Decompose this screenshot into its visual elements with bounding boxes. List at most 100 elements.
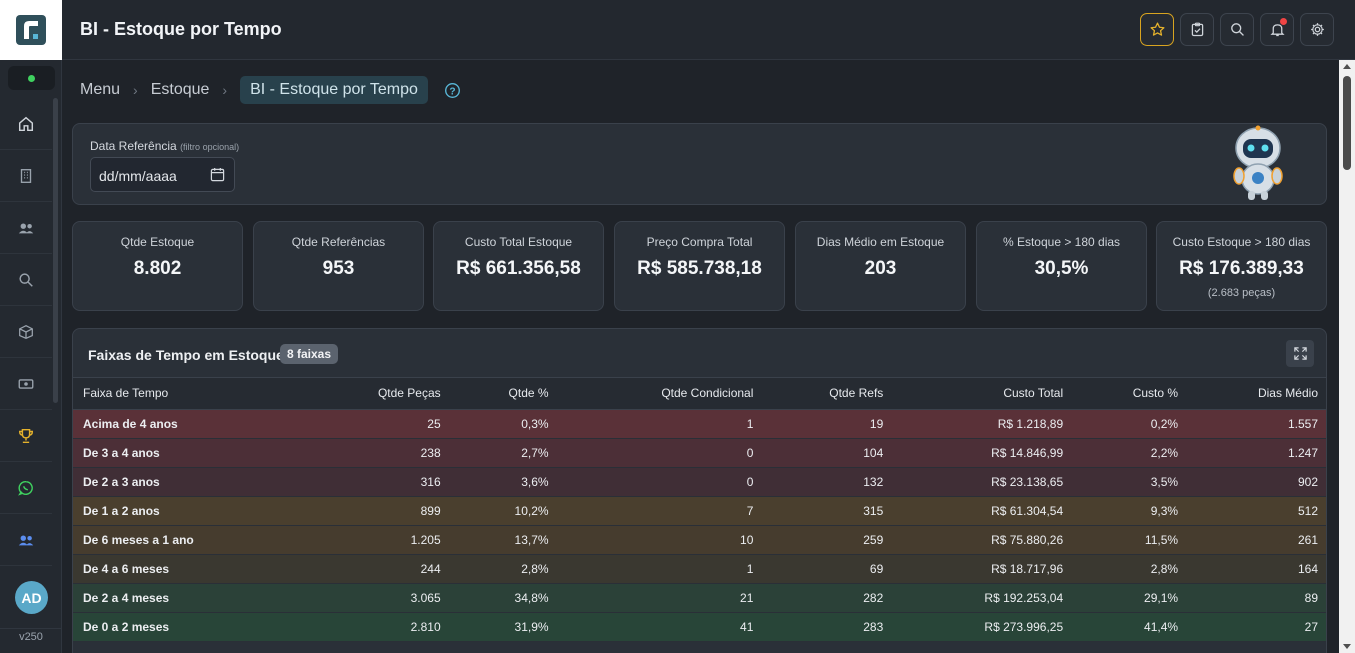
table-row[interactable]: De 2 a 4 meses 3.065 34,8% 21 282 R$ 192.253,… (73, 583, 1326, 613)
table-cell: R$ 61.304,54 (893, 496, 1074, 526)
sidebar-item-search[interactable] (0, 254, 52, 306)
table-cell: 1.557 (1188, 409, 1326, 439)
main-content: Menu › Estoque › BI - Estoque por Tempo … (62, 60, 1339, 653)
cash-icon (18, 378, 34, 389)
kpi-value: R$ 661.356,58 (456, 258, 581, 279)
expand-icon (1293, 347, 1307, 360)
column-header[interactable]: Faixa de Tempo (73, 378, 303, 410)
table-title: Faixas de Tempo em Estoque (88, 347, 284, 363)
table-header-row: Faixa de Tempo Qtde Peças Qtde % Qtde Condi… (73, 378, 1326, 410)
column-header[interactable]: Custo % (1073, 378, 1189, 410)
table-row[interactable]: De 0 a 2 meses 2.810 31,9% 41 283 R$ 273.996,… (73, 612, 1326, 642)
notifications-button[interactable] (1260, 13, 1294, 46)
table-row[interactable]: De 2 a 3 anos 316 3,6% 0 132 R$ 23.138,65 3,5%… (73, 467, 1326, 497)
breadcrumb: Menu › Estoque › BI - Estoque por Tempo … (80, 76, 461, 104)
search-button[interactable] (1220, 13, 1254, 46)
filter-card: Data Referência (filtro opcional) dd/mm/… (72, 123, 1327, 205)
logo-icon (16, 15, 46, 45)
search-icon (19, 272, 33, 287)
kpi-label: Qtde Referências (291, 235, 386, 249)
column-header[interactable]: Qtde Peças (302, 378, 451, 410)
sidebar-item-team[interactable] (0, 514, 52, 566)
sidebar-item-building[interactable] (0, 150, 52, 202)
app-logo[interactable] (0, 0, 62, 60)
favorite-button[interactable] (1140, 13, 1174, 46)
users-icon (18, 223, 34, 233)
table-cell: De 4 a 6 meses (73, 554, 303, 584)
avatar[interactable]: AD (15, 581, 48, 614)
kpi-card: Custo Total Estoque R$ 661.356,58 (433, 221, 604, 311)
sidebar-nav (0, 98, 52, 566)
kpi-value: 953 (322, 258, 355, 279)
top-header: BI - Estoque por Tempo (62, 0, 1355, 60)
sidebar-item-home[interactable] (0, 98, 52, 150)
table-cell: R$ 273.996,25 (893, 612, 1074, 642)
range-count-badge: 8 faixas (280, 344, 339, 364)
kpi-label: Custo Total Estoque (464, 235, 573, 249)
table-cell: 3,6% (450, 467, 559, 497)
kpi-card: Qtde Referências 953 (253, 221, 424, 311)
breadcrumb-item-menu[interactable]: Menu (80, 81, 121, 98)
table-cell: 21 (558, 583, 764, 613)
sidebar-item-cash[interactable] (0, 358, 52, 410)
table-cell: 25 (302, 409, 451, 439)
table-cell: 283 (763, 612, 894, 642)
kpi-subtext: (2.683 peças) (1207, 287, 1276, 299)
table-cell: 1 (558, 409, 764, 439)
table-cell: 2.810 (302, 612, 451, 642)
column-header[interactable]: Qtde Condicional (558, 378, 764, 410)
kpi-value: R$ 176.389,33 (1179, 258, 1304, 279)
table-row[interactable]: De 1 a 2 anos 899 10,2% 7 315 R$ 61.304,54 9,3… (73, 496, 1326, 526)
scroll-down-arrow-icon[interactable] (1343, 644, 1351, 649)
kpi-label: % Estoque > 180 dias (1002, 235, 1121, 249)
column-header[interactable]: Qtde % (450, 378, 559, 410)
kpi-row: Qtde Estoque 8.802 Qtde Referências 953 … (72, 221, 1327, 311)
kpi-value: R$ 585.738,18 (637, 258, 762, 279)
column-header[interactable]: Qtde Refs (763, 378, 894, 410)
table-row[interactable]: De 6 meses a 1 ano 1.205 13,7% 10 259 R$ 75.8… (73, 525, 1326, 555)
settings-button[interactable] (1300, 13, 1334, 46)
table-cell: Acima de 4 anos (73, 409, 303, 439)
chevron-right-icon: › (222, 82, 228, 98)
calendar-icon[interactable] (210, 167, 225, 182)
table-cell: 0,2% (1073, 409, 1189, 439)
table-cell: 11,5% (1073, 525, 1189, 555)
breadcrumb-item-estoque[interactable]: Estoque (150, 81, 210, 98)
table-row[interactable]: De 4 a 6 meses 244 2,8% 1 69 R$ 18.717,96 2,8%… (73, 554, 1326, 584)
kpi-card: Qtde Estoque 8.802 (72, 221, 243, 311)
kpi-value: 203 (864, 258, 897, 279)
date-filter-label-text: Data Referência (90, 139, 177, 153)
team-icon (18, 535, 34, 545)
status-indicator (8, 66, 55, 90)
chevron-right-icon: › (133, 82, 138, 98)
sidebar-item-users[interactable] (0, 202, 52, 254)
table-row[interactable]: Acima de 4 anos 25 0,3% 1 19 R$ 1.218,89 0,2% 1… (73, 409, 1326, 439)
bell-icon (1269, 24, 1285, 37)
column-header[interactable]: Dias Médio (1188, 378, 1326, 410)
tasks-button[interactable] (1180, 13, 1214, 46)
table-cell: R$ 18.717,96 (893, 554, 1074, 584)
scroll-thumb[interactable] (1343, 76, 1351, 170)
table-cell: 3,5% (1073, 467, 1189, 497)
sidebar-item-trophy[interactable] (0, 410, 52, 462)
column-header[interactable]: Custo Total (893, 378, 1074, 410)
kpi-value: 8.802 (133, 258, 182, 279)
sidebar-item-box[interactable] (0, 306, 52, 358)
table-cell: De 3 a 4 anos (73, 438, 303, 468)
sidebar-item-whatsapp[interactable] (0, 462, 52, 514)
scroll-up-arrow-icon[interactable] (1343, 64, 1351, 69)
table-cell: R$ 14.846,99 (893, 438, 1074, 468)
help-icon[interactable]: ? (444, 82, 461, 99)
table-cell: 10 (558, 525, 764, 555)
gear-icon (1310, 23, 1324, 36)
expand-button[interactable] (1286, 340, 1314, 367)
notification-badge (1280, 18, 1287, 25)
table-cell: 89 (1188, 583, 1326, 613)
building-icon (20, 168, 32, 183)
table-row[interactable]: De 3 a 4 anos 238 2,7% 0 104 R$ 14.846,99 2,2%… (73, 438, 1326, 468)
sidebar-scrollbar[interactable] (53, 98, 58, 403)
time-range-table: Faixa de Tempo Qtde Peças Qtde % Qtde Condi… (73, 378, 1326, 642)
robot-mascot-icon (1233, 125, 1283, 200)
table-cell: 2,7% (450, 438, 559, 468)
page-scrollbar[interactable] (1339, 60, 1355, 653)
